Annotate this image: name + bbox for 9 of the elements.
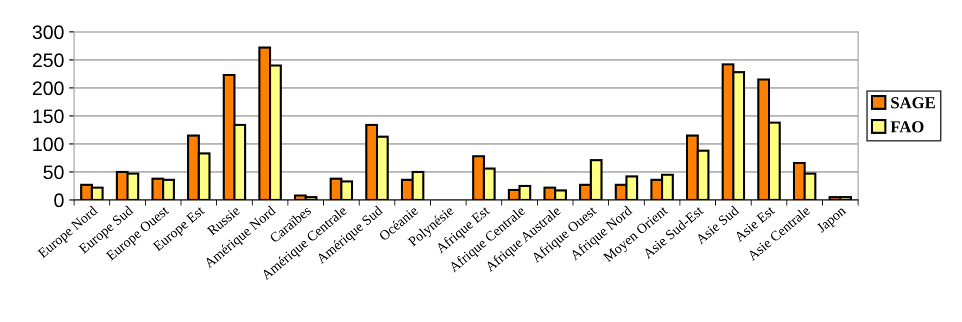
y-tick-label: 300: [32, 25, 64, 40]
legend-label: SAGE: [891, 97, 935, 108]
y-tick-label: 250: [32, 53, 64, 68]
y-tick-label: 100: [33, 137, 64, 152]
y-tick-label: 200: [32, 81, 64, 96]
legend-label: FAO: [890, 121, 924, 132]
y-tick-label: 0: [54, 193, 64, 208]
y-tick-label: 150: [33, 109, 64, 124]
y-tick-label: 50: [44, 165, 64, 180]
